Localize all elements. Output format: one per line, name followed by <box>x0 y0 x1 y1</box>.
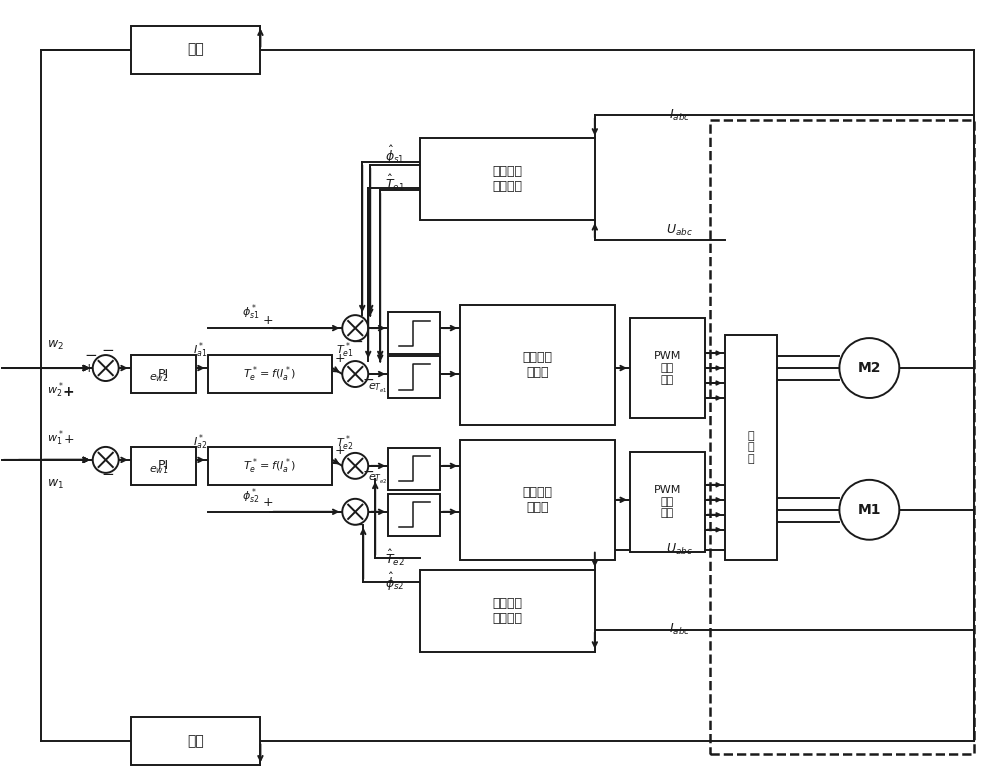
Circle shape <box>342 361 368 387</box>
Bar <box>420 139 595 220</box>
Text: 转矩和磁
链观测器: 转矩和磁 链观测器 <box>492 597 522 625</box>
Text: $I_{a1}^*$: $I_{a1}^*$ <box>193 341 208 360</box>
Text: +: + <box>83 362 94 374</box>
Text: +: + <box>63 434 74 446</box>
Text: −: − <box>351 518 363 532</box>
Text: −: − <box>362 465 374 479</box>
Bar <box>630 318 705 418</box>
Text: 转速: 转速 <box>187 734 204 749</box>
Text: 开关状态
选择表: 开关状态 选择表 <box>522 351 552 379</box>
Circle shape <box>93 355 119 381</box>
Circle shape <box>342 453 368 479</box>
Bar <box>725 335 777 560</box>
Text: $T_e^*=f(I_a^*)$: $T_e^*=f(I_a^*)$ <box>243 364 297 384</box>
Text: −: − <box>362 373 374 387</box>
Text: $I_{a2}^*$: $I_{a2}^*$ <box>193 432 208 452</box>
Bar <box>460 440 615 560</box>
Bar <box>420 570 595 651</box>
Bar <box>131 26 260 74</box>
Text: $e_{T_{e1}}$: $e_{T_{e1}}$ <box>368 381 388 395</box>
Text: $e_{T_{e2}}$: $e_{T_{e2}}$ <box>368 473 388 486</box>
Circle shape <box>342 315 368 341</box>
Circle shape <box>839 480 899 539</box>
Text: $U_{abc}$: $U_{abc}$ <box>666 222 693 238</box>
Text: 转矩和磁
链观测器: 转矩和磁 链观测器 <box>492 165 522 193</box>
Text: +: + <box>335 445 346 457</box>
Text: $T_{e2}^*$: $T_{e2}^*$ <box>336 433 354 453</box>
Bar <box>460 305 615 425</box>
Bar <box>388 312 440 354</box>
Text: $\phi_{s1}^*$: $\phi_{s1}^*$ <box>242 302 259 322</box>
Text: PWM
产生
单元: PWM 产生 单元 <box>654 352 681 384</box>
Text: M2: M2 <box>858 361 881 375</box>
Bar <box>131 447 196 485</box>
Text: $w_2^*$: $w_2^*$ <box>47 381 64 400</box>
Circle shape <box>839 338 899 398</box>
Text: $\hat{\phi}_{s1}$: $\hat{\phi}_{s1}$ <box>385 144 405 167</box>
Bar <box>710 121 974 754</box>
Text: PWM
产生
单元: PWM 产生 单元 <box>654 485 681 518</box>
Circle shape <box>342 499 368 525</box>
Text: +: + <box>63 385 75 399</box>
Text: PI: PI <box>158 367 169 381</box>
Text: −: − <box>351 335 363 349</box>
Bar <box>388 494 440 536</box>
Text: $w_1^*$: $w_1^*$ <box>47 428 64 448</box>
Text: $\hat{T}_{e2}$: $\hat{T}_{e2}$ <box>385 547 405 568</box>
Text: $U_{abc}$: $U_{abc}$ <box>666 542 693 557</box>
Text: $e_{w2}$: $e_{w2}$ <box>149 372 168 384</box>
Text: +: + <box>335 352 346 365</box>
Text: $e_{w1}$: $e_{w1}$ <box>149 464 168 476</box>
Text: $I_{abc}$: $I_{abc}$ <box>669 108 690 123</box>
Bar <box>208 447 332 485</box>
Text: $\hat{\phi}_{s2}$: $\hat{\phi}_{s2}$ <box>385 571 405 593</box>
Bar <box>388 356 440 398</box>
Text: $w_2$: $w_2$ <box>47 338 64 352</box>
Text: −: − <box>101 467 114 482</box>
Text: 逆
变
器: 逆 变 器 <box>747 431 754 464</box>
Text: PI: PI <box>158 460 169 472</box>
Text: +: + <box>263 496 274 509</box>
Text: 开关状态
选择表: 开关状态 选择表 <box>522 485 552 514</box>
Bar <box>131 355 196 393</box>
Text: +: + <box>263 314 274 327</box>
Text: M1: M1 <box>858 503 881 517</box>
Text: 转速: 转速 <box>187 42 204 56</box>
Text: $w_1$: $w_1$ <box>47 478 64 492</box>
Bar <box>630 452 705 552</box>
Text: $I_{abc}$: $I_{abc}$ <box>669 622 690 637</box>
Text: −: − <box>84 348 97 363</box>
Text: −: − <box>101 343 114 358</box>
Bar <box>208 355 332 393</box>
Text: $\hat{T}_{e1}$: $\hat{T}_{e1}$ <box>385 173 405 193</box>
Bar <box>131 717 260 765</box>
Text: $\phi_{s2}^*$: $\phi_{s2}^*$ <box>242 486 259 506</box>
Text: $T_e^*=f(I_a^*)$: $T_e^*=f(I_a^*)$ <box>243 456 297 475</box>
Bar <box>388 448 440 490</box>
Circle shape <box>93 447 119 473</box>
Text: $T_{e1}^*$: $T_{e1}^*$ <box>336 341 354 360</box>
